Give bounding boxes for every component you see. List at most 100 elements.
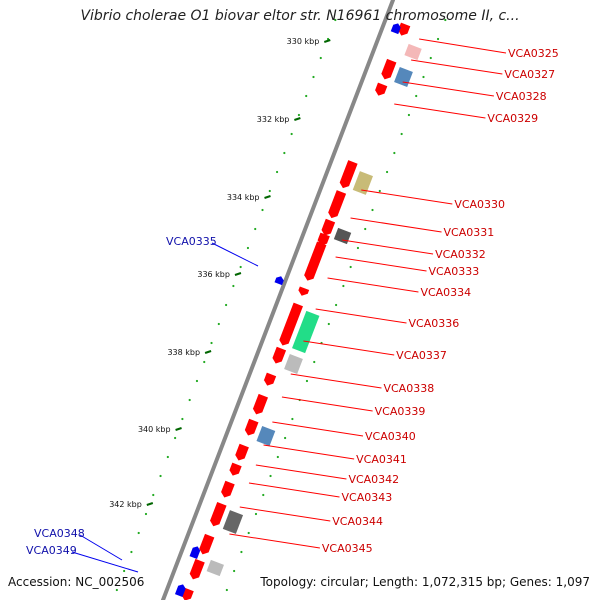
tick-dot	[371, 208, 374, 212]
tick-dot	[254, 512, 258, 516]
gene-label: VCA0330	[454, 198, 505, 211]
tick-dot	[305, 379, 309, 383]
gene-label: VCA0348	[34, 527, 85, 540]
label-leader	[411, 59, 503, 75]
forward-gene	[381, 58, 397, 80]
cog-box	[284, 354, 303, 374]
forward-gene	[199, 533, 215, 555]
gene-label: VCA0327	[504, 68, 555, 81]
gene-label: VCA0342	[348, 473, 399, 486]
cog-boxes	[206, 43, 422, 577]
tick-dot	[123, 569, 126, 573]
gene-label: VCA0349	[26, 544, 77, 557]
tick-dot	[233, 569, 236, 573]
tick-dot	[195, 379, 199, 383]
reverse-gene	[390, 23, 401, 35]
forward-gene	[339, 160, 358, 189]
label-leader	[71, 551, 139, 573]
cog-box	[256, 426, 276, 446]
tick-dot	[415, 94, 418, 98]
label-leader	[335, 256, 427, 272]
chromosome-backbone	[161, 0, 395, 600]
forward-gene	[398, 22, 411, 36]
gene-label: VCA0329	[487, 112, 538, 125]
tick-dot	[444, 18, 447, 22]
reverse-gene	[274, 276, 284, 286]
cog-box	[292, 310, 320, 354]
forward-gene	[235, 443, 249, 461]
tick-dot	[385, 170, 389, 174]
tick-dot	[422, 75, 425, 79]
forward-gene	[375, 82, 388, 96]
forward-gene	[279, 302, 303, 346]
forward-gene	[263, 372, 277, 386]
reverse-gene	[189, 546, 201, 560]
tick-dot	[276, 455, 279, 459]
tick-dot	[188, 398, 191, 402]
tick-dot	[400, 132, 403, 136]
forward-gene	[252, 393, 269, 415]
tick-dot	[291, 417, 294, 421]
forward-gene	[298, 286, 310, 296]
tick-dot	[327, 322, 330, 326]
gene-label: VCA0325	[508, 47, 559, 60]
cog-box	[333, 227, 352, 245]
gene-label: VCA0344	[332, 515, 383, 528]
gene-label: VCA0335	[166, 235, 217, 248]
gene-label: VCA0334	[420, 286, 471, 299]
tick-dot	[342, 284, 345, 288]
gene-label: VCA0337	[396, 349, 447, 362]
forward-gene	[229, 462, 242, 476]
tick-dot	[159, 474, 162, 478]
tick-mark	[234, 272, 242, 276]
tick-dot	[232, 284, 235, 288]
tick-dot	[393, 151, 396, 155]
tick-dot	[334, 303, 338, 307]
accession-text: Accession: NC_002506	[8, 575, 145, 589]
tick-dot	[137, 531, 140, 535]
tick-dot	[217, 322, 220, 326]
tick-dot	[283, 151, 286, 155]
tick-dot	[130, 550, 133, 554]
label-leader	[419, 38, 507, 54]
cog-box	[222, 510, 244, 534]
forward-gene	[321, 218, 336, 236]
tick-dot	[334, 18, 337, 22]
tick-dot	[429, 56, 432, 60]
gene-label: VCA0341	[356, 453, 407, 466]
tick-dot	[210, 341, 213, 345]
tick-mark	[175, 427, 182, 431]
label-leader	[272, 421, 364, 437]
tick-dot	[152, 493, 155, 497]
map-title: Vibrio cholerae O1 biovar eltor str. N16…	[80, 8, 520, 24]
label-leader	[402, 81, 494, 97]
tick-dot	[174, 436, 177, 440]
gene-labels: VCA0325 VCA0327 VCA0328 VCA0329 VCA0330 VCA03…	[26, 38, 559, 573]
tick-dot	[356, 246, 360, 250]
tick-dot	[166, 455, 169, 459]
cog-box	[394, 67, 413, 87]
gene-label: VCA0340	[365, 430, 416, 443]
label-leader	[229, 533, 320, 549]
label-leader	[394, 103, 486, 119]
tick-label: 342 kbp	[109, 500, 142, 509]
tick-dot	[378, 189, 381, 193]
tick-dot	[436, 37, 440, 41]
tick-dot	[312, 75, 315, 79]
cog-box	[404, 43, 422, 61]
tick-dot	[203, 360, 206, 364]
label-leader	[239, 506, 331, 522]
tick-dot	[261, 208, 264, 212]
tick-dot	[254, 227, 257, 231]
tick-dot	[313, 360, 316, 364]
tick-dot	[290, 132, 293, 136]
forward-gene	[189, 558, 205, 580]
tick-dot	[115, 588, 118, 592]
topology-text: Topology: circular; Length: 1,072,315 bp…	[260, 575, 590, 589]
tick-dot	[262, 493, 265, 497]
tick-dot	[275, 170, 279, 174]
tick-label: 334 kbp	[227, 193, 260, 202]
position-ticks: 330 kbp 332 kbp 334 kbp 336 kbp 338 kbp 340 k…	[109, 37, 331, 509]
forward-gene	[304, 241, 327, 281]
tick-dot	[225, 588, 228, 592]
